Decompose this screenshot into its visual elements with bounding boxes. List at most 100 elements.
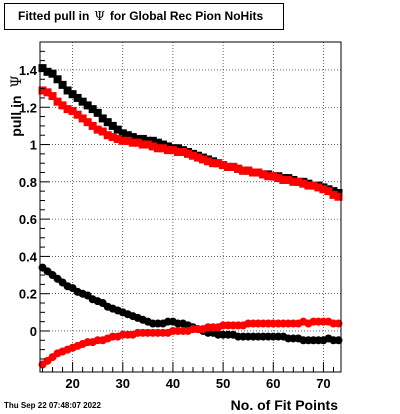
timestamp: Thu Sep 22 07:48:07 2022 xyxy=(4,401,101,410)
data-point xyxy=(93,108,102,117)
data-point xyxy=(319,185,328,194)
data-point xyxy=(259,170,268,179)
data-point xyxy=(58,101,67,110)
data-point xyxy=(269,172,278,181)
data-point xyxy=(108,133,117,142)
data-point xyxy=(153,138,162,147)
y-axis-label-psi: Ψ xyxy=(9,75,25,87)
y-tick-label: 1.4 xyxy=(19,63,38,78)
data-point xyxy=(48,92,57,101)
data-point xyxy=(128,138,137,147)
data-point xyxy=(158,144,167,153)
data-point xyxy=(334,192,343,201)
data-point xyxy=(73,110,82,119)
data-point xyxy=(83,118,92,127)
chart-title-psi: Ψ xyxy=(94,9,105,23)
data-point xyxy=(309,181,318,190)
data-point xyxy=(103,118,112,127)
data-point xyxy=(83,101,92,110)
data-point xyxy=(284,175,293,184)
data-point xyxy=(68,90,77,99)
data-point xyxy=(43,88,52,97)
data-point xyxy=(73,93,82,102)
y-tick-label: 0 xyxy=(30,324,37,339)
y-tick-label: 0.6 xyxy=(19,212,37,227)
data-point xyxy=(103,131,112,140)
x-tick-label: 60 xyxy=(266,376,280,391)
y-tick-label: 0.8 xyxy=(19,175,37,190)
data-point xyxy=(113,134,122,143)
data-point xyxy=(113,125,122,134)
data-point xyxy=(63,86,72,95)
data-point xyxy=(153,144,162,153)
frame-area xyxy=(40,42,341,372)
y-axis-label: pull in Ψ xyxy=(8,75,25,136)
x-tick-label: 40 xyxy=(166,376,180,391)
data-point xyxy=(138,140,147,149)
data-point xyxy=(249,168,258,177)
data-point xyxy=(168,146,177,155)
data-point xyxy=(199,155,208,164)
data-point xyxy=(314,183,323,192)
data-point xyxy=(334,319,343,328)
data-point xyxy=(244,166,253,175)
data-point xyxy=(178,148,187,156)
y-tick-label: 1 xyxy=(30,138,37,153)
data-point xyxy=(118,136,127,145)
data-point xyxy=(214,159,223,168)
data-point xyxy=(63,105,72,114)
chart-title-prefix: Fitted pull in xyxy=(18,9,90,23)
data-point xyxy=(123,131,132,140)
y-tick-label: 0.4 xyxy=(19,249,38,264)
data-point xyxy=(68,106,77,115)
axes: 20 30 40 50 60 70 0 0.2 0.4 0.6 0.8 1 1.2 1.4 xyxy=(19,41,334,391)
data-point xyxy=(183,149,192,158)
data-point xyxy=(234,164,243,173)
series-1 xyxy=(38,86,343,201)
data-point xyxy=(133,138,142,147)
data-point xyxy=(98,114,107,123)
x-tick-label: 30 xyxy=(116,376,130,391)
data-point xyxy=(264,172,273,181)
data-point xyxy=(78,114,87,123)
data-point xyxy=(274,174,283,183)
data-point xyxy=(294,177,303,186)
y-tick-label: 0.2 xyxy=(19,287,37,302)
data-point xyxy=(48,69,57,78)
data-point xyxy=(224,162,233,171)
x-tick-label: 20 xyxy=(65,376,79,391)
data-point xyxy=(38,64,47,73)
data-point xyxy=(304,181,313,190)
data-point xyxy=(118,129,127,138)
series-3 xyxy=(38,317,343,369)
x-tick-label: 70 xyxy=(316,376,330,391)
data-point xyxy=(88,121,97,130)
data-point xyxy=(173,148,182,156)
x-axis-label: No. of Fit Points xyxy=(231,397,339,413)
data-point xyxy=(163,146,172,155)
data-point xyxy=(123,136,132,145)
data-point xyxy=(194,153,203,162)
data-point xyxy=(299,179,308,188)
data-point xyxy=(128,133,137,142)
data-point xyxy=(148,136,157,145)
data-point xyxy=(38,86,47,95)
data-point xyxy=(43,67,52,76)
data-point xyxy=(138,134,147,143)
data-point xyxy=(229,162,238,171)
frame-border xyxy=(39,41,342,373)
data-point xyxy=(254,168,263,177)
y-axis-label-text: pull in xyxy=(8,95,24,136)
data-point xyxy=(324,187,333,196)
data-point xyxy=(279,175,288,184)
data-point xyxy=(53,97,62,106)
data-point xyxy=(189,151,198,160)
chart-title-suffix: for Global Rec Pion NoHits xyxy=(109,9,264,23)
data-point xyxy=(58,80,67,89)
series-marks xyxy=(38,64,343,369)
data-point xyxy=(88,105,97,114)
data-point xyxy=(148,142,157,151)
data-point xyxy=(98,127,107,136)
